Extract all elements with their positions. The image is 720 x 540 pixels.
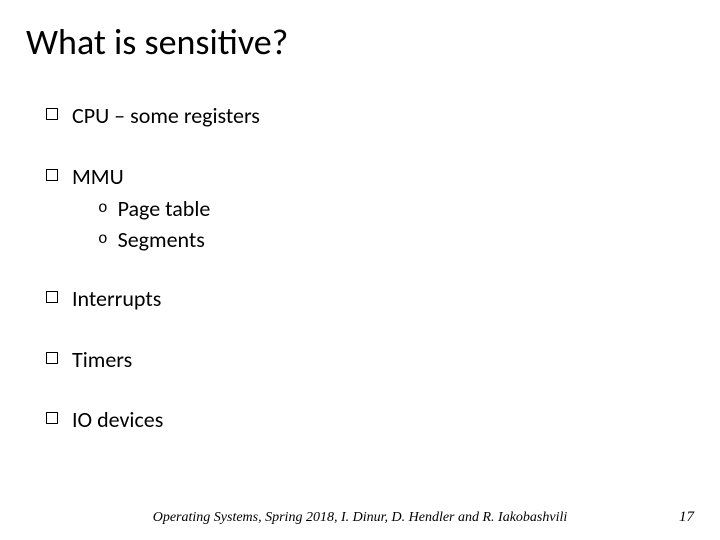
square-bullet-icon	[46, 169, 58, 181]
square-bullet-icon	[46, 291, 58, 303]
circle-bullet-icon: o	[98, 230, 108, 248]
sub-list-mmu: o Page table o Segments	[46, 195, 694, 253]
bullet-item-cpu: CPU – some registers	[46, 102, 694, 131]
bullet-item-io: IO devices	[46, 406, 694, 435]
bullet-list: CPU – some registers MMU o Page table o …	[26, 102, 694, 435]
circle-bullet-icon: o	[98, 199, 108, 217]
bullet-text: CPU – some registers	[72, 102, 260, 131]
bullet-text: IO devices	[72, 406, 163, 435]
slide-title: What is sensitive?	[26, 20, 694, 64]
sub-bullet-text: Page table	[118, 195, 211, 222]
square-bullet-icon	[46, 108, 58, 120]
sub-bullet-text: Segments	[118, 226, 205, 253]
bullet-item-mmu: MMU	[46, 163, 694, 192]
sub-item-segments: o Segments	[98, 226, 694, 253]
bullet-text: MMU	[72, 163, 124, 192]
page-number: 17	[679, 509, 694, 526]
slide-footer: Operating Systems, Spring 2018, I. Dinur…	[0, 510, 720, 526]
bullet-text: Timers	[72, 346, 132, 375]
bullet-text: Interrupts	[72, 285, 161, 314]
slide: What is sensitive? CPU – some registers …	[0, 0, 720, 540]
sub-item-page-table: o Page table	[98, 195, 694, 222]
bullet-item-timers: Timers	[46, 346, 694, 375]
square-bullet-icon	[46, 412, 58, 424]
bullet-item-interrupts: Interrupts	[46, 285, 694, 314]
square-bullet-icon	[46, 352, 58, 364]
